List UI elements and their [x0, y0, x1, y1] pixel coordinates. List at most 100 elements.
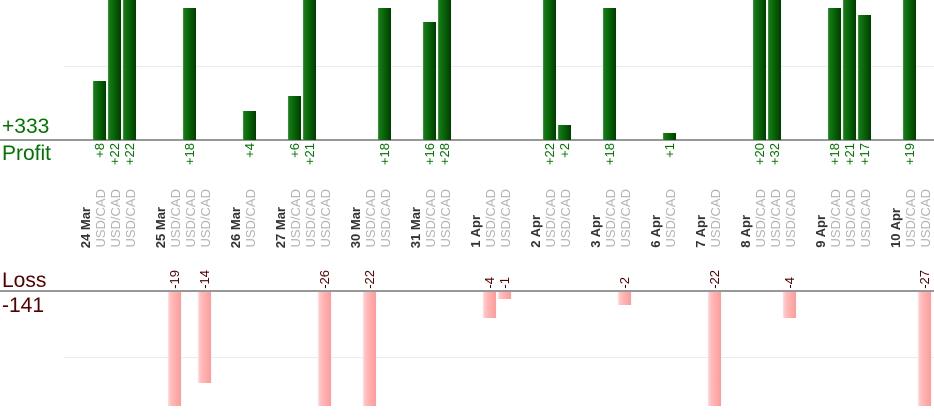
- trade-profit-label: +16: [422, 143, 437, 166]
- trade-profit-label: +4: [242, 143, 257, 158]
- instrument-label: USD/CAD: [498, 189, 513, 248]
- trade-profit-label: +21: [302, 143, 317, 166]
- trade-profit-label: +20: [752, 143, 767, 166]
- instrument-label: USD/CAD: [303, 189, 318, 248]
- trade-loss-label: -4: [782, 277, 797, 289]
- date-label: 7 Apr: [693, 215, 708, 248]
- profit-bar: [288, 95, 301, 140]
- profit-zero-line: [0, 139, 934, 141]
- instrument-label: USD/CAD: [768, 189, 783, 248]
- trade-profit-label: +17: [857, 143, 872, 166]
- date-label: 30 Mar: [348, 206, 363, 248]
- profit-bar: [108, 0, 121, 140]
- instrument-label: USD/CAD: [858, 189, 873, 248]
- loss-zero-line: [0, 290, 934, 292]
- trade-profit-label: +19: [902, 143, 917, 166]
- trade-profit-label: +18: [377, 143, 392, 166]
- instrument-label: USD/CAD: [198, 189, 213, 248]
- profit-total-label: +333: [2, 115, 50, 138]
- instrument-label: USD/CAD: [828, 189, 843, 248]
- loss-bar: [483, 292, 496, 318]
- profit-bar: [558, 125, 571, 140]
- trade-profit-label: +18: [602, 143, 617, 166]
- instrument-label: USD/CAD: [318, 189, 333, 248]
- instrument-label: USD/CAD: [183, 189, 198, 248]
- trade-loss-label: -22: [362, 270, 377, 289]
- instrument-label: USD/CAD: [438, 189, 453, 248]
- profit-bar: [438, 0, 451, 140]
- loss-bar: [363, 292, 376, 406]
- instrument-label: USD/CAD: [708, 189, 723, 248]
- instrument-label: USD/CAD: [108, 189, 123, 248]
- loss-gridline: [64, 357, 934, 358]
- profit-gridline: [64, 66, 934, 67]
- date-label: 2 Apr: [528, 215, 543, 248]
- instrument-label: USD/CAD: [483, 189, 498, 248]
- trade-profit-label: +2: [557, 143, 572, 158]
- profit-bar: [123, 0, 136, 140]
- trade-loss-label: -26: [317, 270, 332, 289]
- date-label: 25 Mar: [153, 206, 168, 248]
- trade-loss-label: -2: [617, 277, 632, 289]
- profit-bar: [753, 0, 766, 140]
- profit-bar: [378, 7, 391, 140]
- profit-bar: [663, 132, 676, 140]
- instrument-label: USD/CAD: [558, 189, 573, 248]
- profit-bar: [183, 7, 196, 140]
- trade-profit-label: +22: [107, 143, 122, 166]
- profit-bar: [303, 0, 316, 140]
- trade-profit-label: +21: [842, 143, 857, 166]
- profit-bar: [93, 81, 106, 140]
- loss-bar: [918, 292, 931, 406]
- instrument-label: USD/CAD: [243, 189, 258, 248]
- profit-bar: [603, 7, 616, 140]
- profit-bar: [828, 7, 841, 140]
- profit-axis-label: Profit: [2, 142, 52, 165]
- loss-bar: [318, 292, 331, 406]
- instrument-label: USD/CAD: [618, 189, 633, 248]
- trade-loss-label: -19: [167, 270, 182, 289]
- date-label: 3 Apr: [588, 215, 603, 248]
- trade-profit-label: +1: [662, 143, 677, 158]
- date-label: 26 Mar: [228, 206, 243, 248]
- date-label: 10 Apr: [888, 208, 903, 248]
- instrument-label: USD/CAD: [918, 189, 933, 248]
- instrument-label: USD/CAD: [753, 189, 768, 248]
- trade-loss-label: -27: [917, 270, 932, 289]
- profit-bar: [858, 15, 871, 140]
- instrument-label: USD/CAD: [903, 189, 918, 248]
- trade-loss-label: -1: [497, 277, 512, 289]
- loss-axis-label: Loss: [2, 269, 47, 292]
- instrument-label: USD/CAD: [123, 189, 138, 248]
- instrument-label: USD/CAD: [363, 189, 378, 248]
- trade-profit-label: +8: [92, 143, 107, 158]
- date-label: 27 Mar: [273, 206, 288, 248]
- loss-bar: [198, 292, 211, 383]
- instrument-label: USD/CAD: [168, 189, 183, 248]
- trade-profit-label: +22: [542, 143, 557, 166]
- profit-bar: [768, 0, 781, 140]
- instrument-label: USD/CAD: [423, 189, 438, 248]
- instrument-label: USD/CAD: [378, 189, 393, 248]
- loss-total-label: -141: [2, 294, 45, 317]
- trade-profit-label: +6: [287, 143, 302, 158]
- profit-bar: [543, 0, 556, 140]
- profit-bar: [903, 0, 916, 140]
- trade-loss-label: -4: [482, 277, 497, 289]
- instrument-label: USD/CAD: [783, 189, 798, 248]
- date-label: 1 Apr: [468, 215, 483, 248]
- date-label: 6 Apr: [648, 215, 663, 248]
- instrument-label: USD/CAD: [93, 189, 108, 248]
- trade-profit-label: +28: [437, 143, 452, 166]
- trade-profit-label: +18: [182, 143, 197, 166]
- trade-profit-label: +32: [767, 143, 782, 166]
- instrument-label: USD/CAD: [843, 189, 858, 248]
- date-label: 24 Mar: [78, 206, 93, 248]
- trade-loss-label: -22: [707, 270, 722, 289]
- trade-loss-label: -14: [197, 270, 212, 289]
- loss-bar: [618, 292, 631, 305]
- date-label: 8 Apr: [738, 215, 753, 248]
- date-label: 9 Apr: [813, 215, 828, 248]
- loss-bar: [498, 292, 511, 299]
